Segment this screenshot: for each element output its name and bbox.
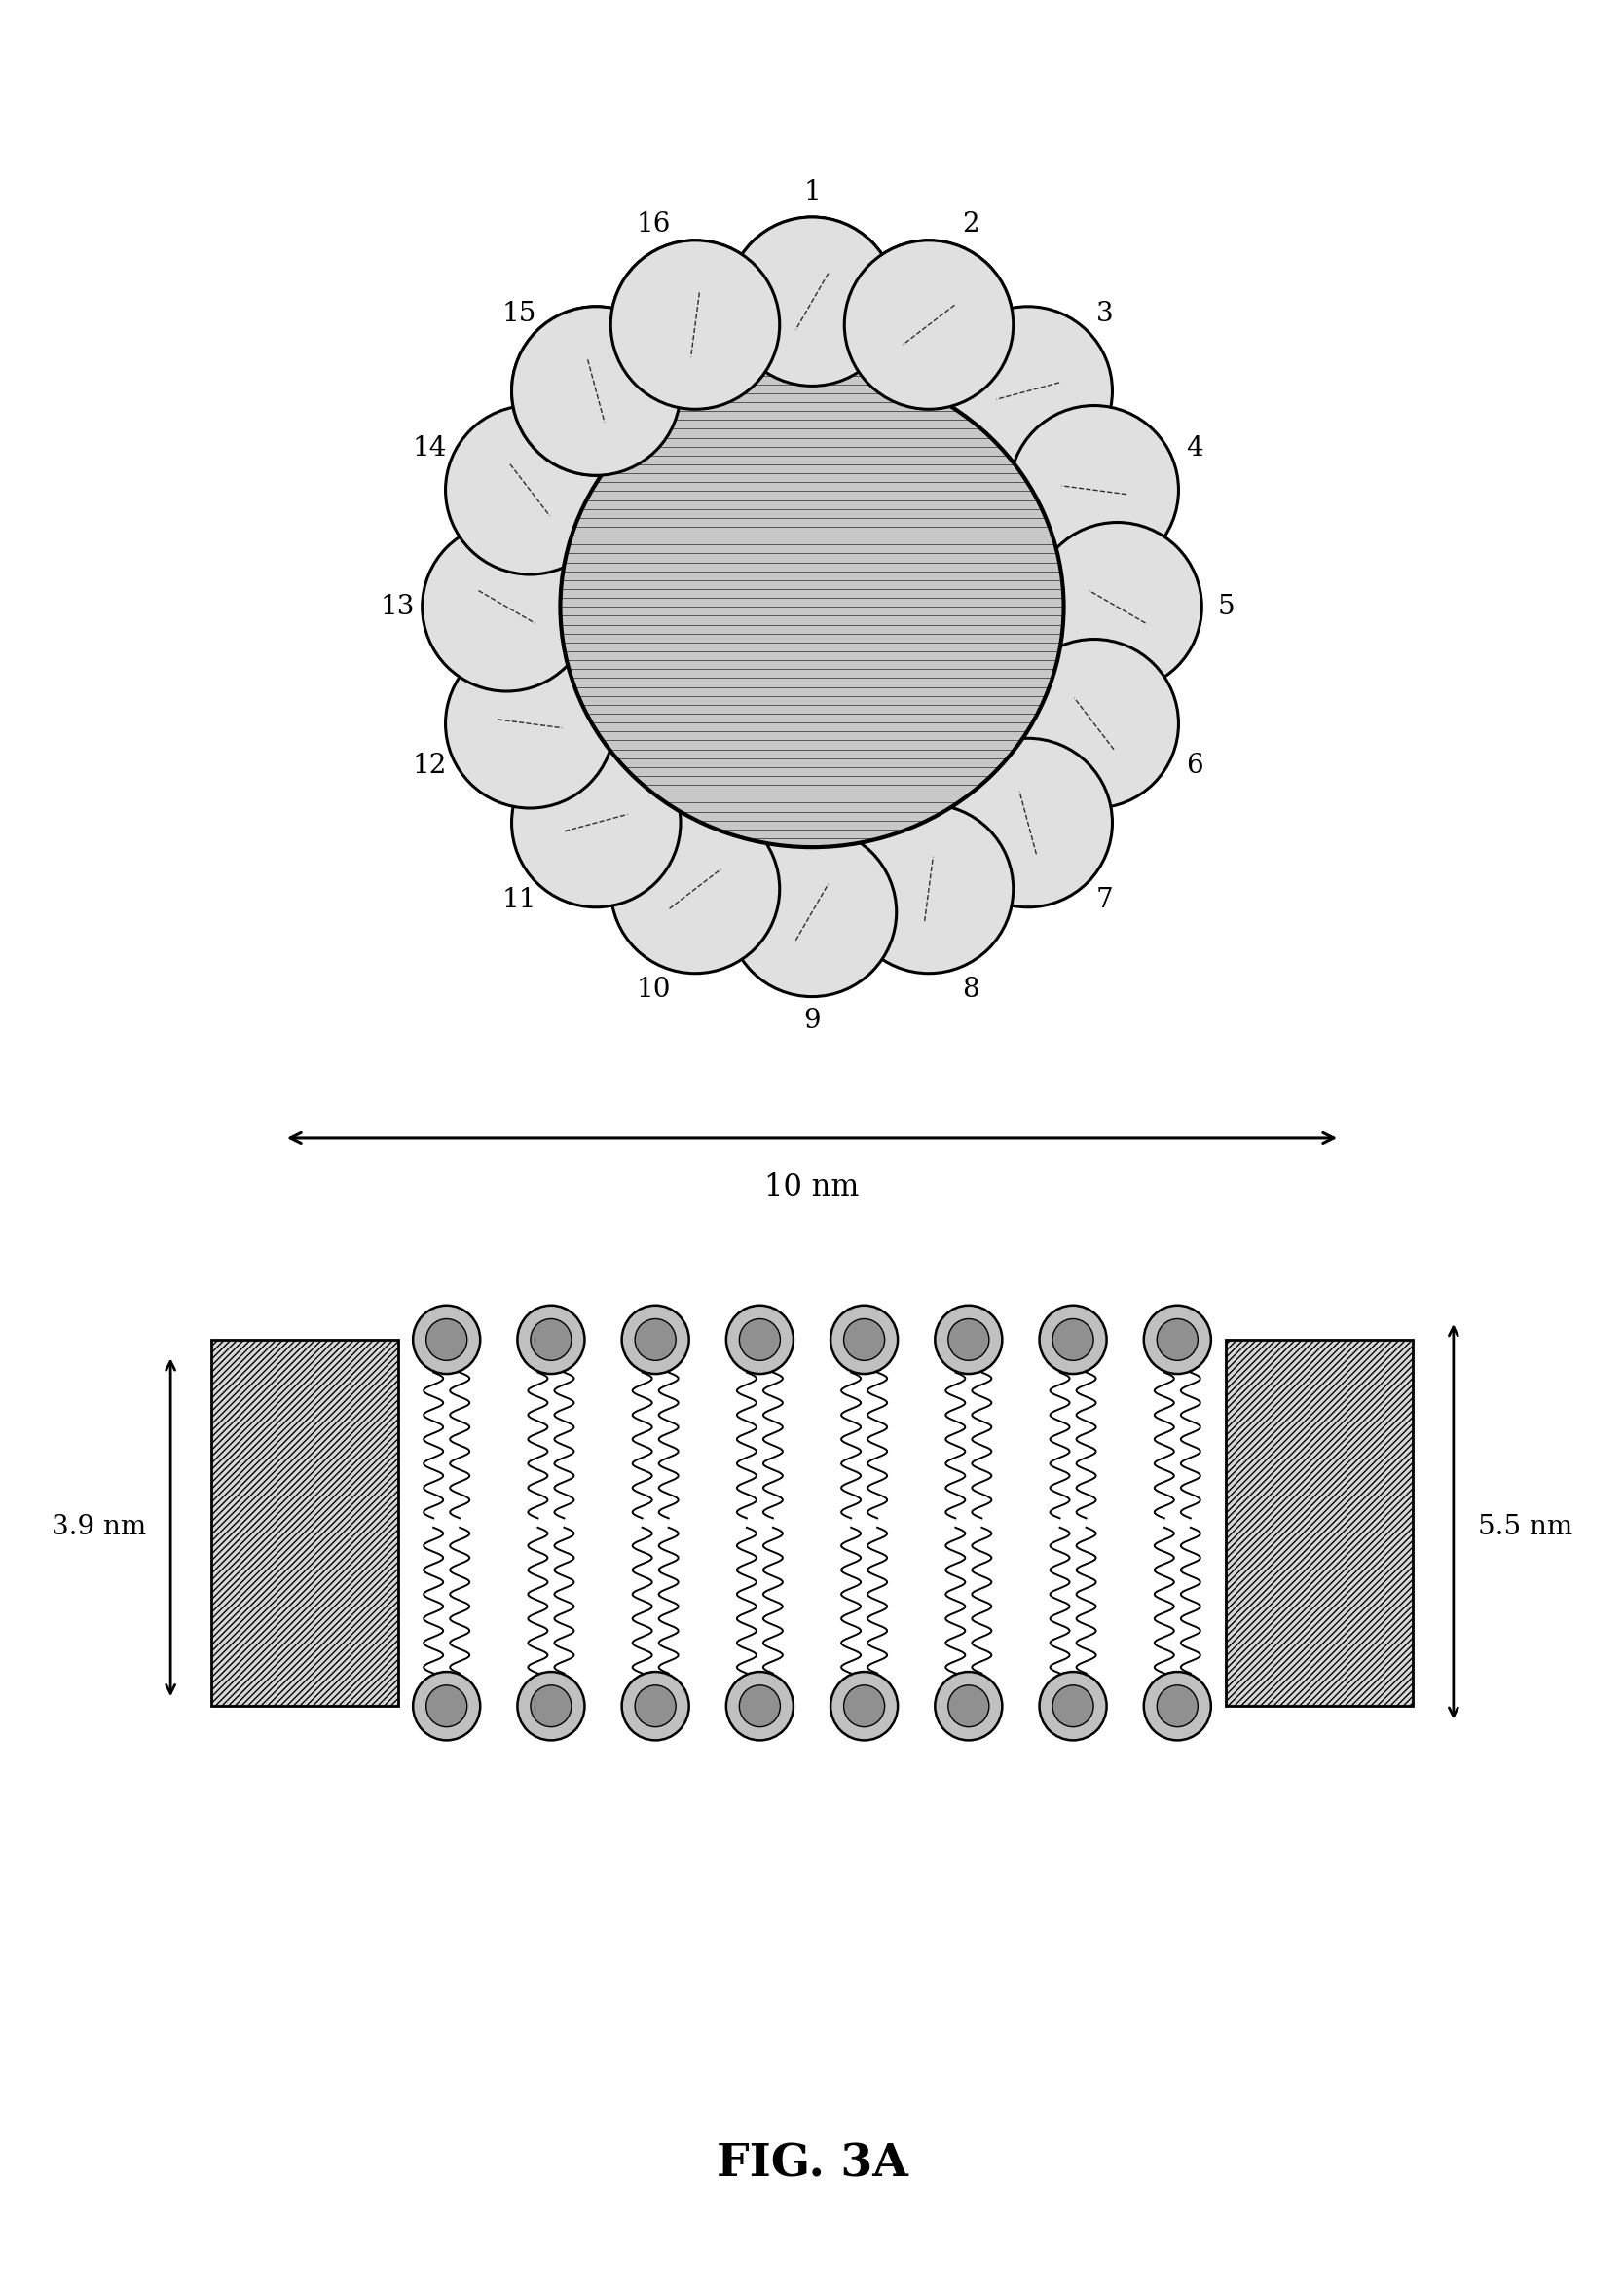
Ellipse shape — [1143, 1305, 1212, 1374]
Ellipse shape — [935, 1305, 1002, 1374]
Ellipse shape — [518, 1305, 585, 1374]
Text: 12: 12 — [412, 751, 447, 779]
Text: 16: 16 — [637, 211, 671, 238]
Ellipse shape — [611, 240, 780, 410]
Text: 11: 11 — [502, 886, 536, 914]
Ellipse shape — [739, 1685, 780, 1727]
Text: 2: 2 — [961, 211, 979, 238]
Text: 13: 13 — [380, 593, 416, 621]
Text: 8: 8 — [961, 976, 979, 1003]
Ellipse shape — [844, 240, 1013, 410]
Ellipse shape — [611, 240, 780, 410]
Ellipse shape — [560, 366, 1064, 847]
Ellipse shape — [445, 639, 614, 808]
Ellipse shape — [611, 804, 780, 973]
Ellipse shape — [412, 1672, 481, 1740]
Ellipse shape — [445, 405, 614, 575]
Ellipse shape — [635, 1685, 676, 1727]
Ellipse shape — [531, 1685, 572, 1727]
Ellipse shape — [935, 1672, 1002, 1740]
Ellipse shape — [622, 1672, 689, 1740]
Ellipse shape — [728, 218, 896, 387]
Ellipse shape — [1010, 639, 1179, 808]
Ellipse shape — [944, 307, 1112, 476]
Ellipse shape — [1143, 1672, 1212, 1740]
Ellipse shape — [1010, 405, 1179, 575]
Text: 5.5 nm: 5.5 nm — [1478, 1514, 1572, 1541]
Ellipse shape — [422, 522, 591, 692]
Bar — [1226, 1340, 1413, 1706]
Ellipse shape — [1052, 1685, 1093, 1727]
Ellipse shape — [948, 1319, 989, 1360]
Ellipse shape — [726, 1672, 794, 1740]
Ellipse shape — [1052, 1319, 1093, 1360]
Text: FIG. 3A: FIG. 3A — [716, 2141, 908, 2187]
Ellipse shape — [425, 1685, 468, 1727]
Ellipse shape — [512, 307, 680, 476]
Ellipse shape — [635, 1319, 676, 1360]
Ellipse shape — [944, 737, 1112, 907]
Ellipse shape — [844, 240, 1013, 410]
Bar — [211, 1340, 398, 1706]
Ellipse shape — [728, 827, 896, 996]
Ellipse shape — [622, 1305, 689, 1374]
Text: 3: 3 — [1096, 300, 1114, 327]
Ellipse shape — [726, 1305, 794, 1374]
Text: 9: 9 — [804, 1008, 820, 1035]
Text: 1: 1 — [804, 179, 820, 206]
Ellipse shape — [531, 1319, 572, 1360]
Text: 10: 10 — [637, 976, 671, 1003]
Text: 7: 7 — [1096, 886, 1114, 914]
Text: 3.9 nm: 3.9 nm — [52, 1514, 146, 1541]
Ellipse shape — [425, 1319, 468, 1360]
Text: 14: 14 — [412, 435, 447, 463]
Ellipse shape — [739, 1319, 780, 1360]
Ellipse shape — [830, 1305, 898, 1374]
Ellipse shape — [728, 218, 896, 387]
Ellipse shape — [1156, 1319, 1199, 1360]
Ellipse shape — [518, 1672, 585, 1740]
Ellipse shape — [512, 737, 680, 907]
Ellipse shape — [844, 804, 1013, 973]
Text: 4: 4 — [1186, 435, 1203, 463]
Ellipse shape — [844, 1685, 885, 1727]
Ellipse shape — [1039, 1672, 1106, 1740]
Ellipse shape — [1039, 1305, 1106, 1374]
Ellipse shape — [1156, 1685, 1199, 1727]
Ellipse shape — [412, 1305, 481, 1374]
Text: 15: 15 — [502, 300, 536, 327]
Ellipse shape — [1033, 522, 1202, 692]
Text: 5: 5 — [1218, 593, 1234, 621]
Ellipse shape — [512, 307, 680, 476]
Text: 10 nm: 10 nm — [765, 1172, 859, 1202]
Ellipse shape — [948, 1685, 989, 1727]
Ellipse shape — [830, 1672, 898, 1740]
Ellipse shape — [844, 1319, 885, 1360]
Text: 6: 6 — [1186, 751, 1203, 779]
